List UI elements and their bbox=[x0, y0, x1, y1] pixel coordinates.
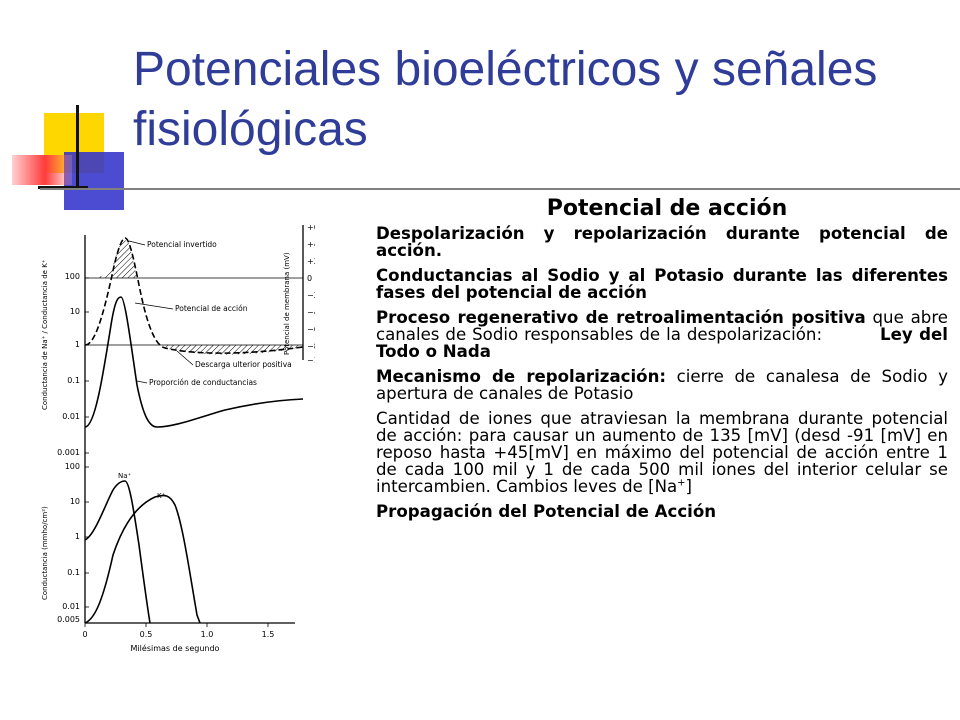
annotation-action-potential: Potencial de acción bbox=[175, 304, 248, 313]
paragraph-propagation: Propagación del Potencial de Acción bbox=[376, 502, 717, 521]
annotation-inverted-potential: Potencial invertido bbox=[147, 240, 217, 249]
lower-x-tick: 0.5 bbox=[140, 630, 153, 639]
paragraph-regenerative-process: Proceso regenerativo de retroalimentació… bbox=[376, 309, 948, 360]
paragraph-repolarization: Mecanismo de repolarización: cierre de c… bbox=[376, 368, 948, 402]
upper-left-tick: 0.001 bbox=[57, 448, 80, 457]
upper-left-tick: 100 bbox=[65, 272, 80, 281]
ion-quantity-end: ] bbox=[685, 477, 693, 496]
upper-right-tick: +40 bbox=[307, 240, 315, 249]
upper-right-tick: −60 bbox=[307, 325, 315, 334]
upper-right-tick: −100 bbox=[307, 356, 315, 365]
regenerative-process-text: que abre canales de Sodio responsables d… bbox=[376, 308, 948, 344]
paragraph-depolarization: Despolarización y repolarización durante… bbox=[376, 224, 948, 260]
afterdischarge-hatch bbox=[165, 345, 303, 355]
upper-right-tick: 0 bbox=[307, 274, 312, 283]
conductance-ratio-curve bbox=[84, 296, 304, 428]
upper-left-tick: 0.1 bbox=[67, 376, 80, 385]
upper-right-axis-label: Potencial de membrana (mV) bbox=[283, 252, 291, 355]
regenerative-process-term: Proceso regenerativo de retroalimentació… bbox=[376, 308, 866, 327]
lower-y-tick: 10 bbox=[70, 497, 80, 506]
content-text-block: Potencial de acción Despolarización y re… bbox=[376, 196, 948, 528]
sodium-superscript: + bbox=[677, 477, 686, 489]
sodium-series-label: Na⁺ bbox=[118, 472, 132, 480]
annotation-positive-afterdischarge: Descarga ulterior positiva bbox=[195, 360, 292, 369]
upper-right-tick: −20 bbox=[307, 291, 315, 300]
upper-left-tick: 10 bbox=[70, 307, 80, 316]
upper-left-tick: 0.01 bbox=[62, 412, 80, 421]
lower-x-axis-label: Milésimas de segundo bbox=[131, 643, 220, 653]
paragraph-ion-quantity: Cantidad de iones que atraviesan la memb… bbox=[376, 410, 948, 495]
lower-y-tick: 0.1 bbox=[67, 568, 80, 577]
lower-panel: 100 10 1 0.1 0.01 0.005 0 0.5 1.0 1.5 Mi… bbox=[41, 460, 295, 653]
deco-vertical-line bbox=[76, 105, 79, 188]
repolarization-term: Mecanismo de repolarización: bbox=[376, 367, 667, 386]
all-or-none-law: Ley del Todo o Nada bbox=[376, 325, 948, 361]
lower-x-tick: 1.0 bbox=[201, 630, 214, 639]
deco-horizontal-line bbox=[38, 186, 88, 189]
upper-right-tick: +20 bbox=[307, 257, 315, 266]
deco-red-square bbox=[12, 155, 72, 185]
paragraph-conductances: Conductancias al Sodio y al Potasio dura… bbox=[376, 266, 948, 302]
upper-left-tick: 1 bbox=[75, 340, 80, 349]
lower-x-tick: 0 bbox=[82, 630, 87, 639]
sodium-conductance-curve bbox=[84, 480, 151, 624]
lower-x-tick: 1.5 bbox=[262, 630, 275, 639]
slide-title: Potenciales bioeléctricos y señales fisi… bbox=[133, 43, 878, 156]
section-heading: Potencial de acción bbox=[546, 196, 788, 221]
deco-blue-square bbox=[64, 152, 124, 210]
upper-panel: 100 10 1 0.1 0.01 0.001 +60 +40 +20 0 −2… bbox=[41, 223, 315, 460]
action-potential-figure: 100 10 1 0.1 0.01 0.001 +60 +40 +20 0 −2… bbox=[41, 223, 315, 653]
lower-y-axis-label: Conductancia (mmho/cm²) bbox=[41, 506, 49, 600]
repolarization-text: cierre de canalesa de Sodio y apertura d… bbox=[376, 367, 949, 403]
lower-y-tick: 1 bbox=[75, 532, 80, 541]
annotation-conductance-ratio: Proporción de conductancias bbox=[149, 378, 257, 387]
title-rule bbox=[40, 188, 960, 190]
upper-right-tick: +60 bbox=[307, 223, 315, 232]
lower-y-tick: 0.005 bbox=[57, 615, 80, 624]
upper-right-tick: −80 bbox=[307, 342, 315, 351]
lower-y-tick: 100 bbox=[65, 462, 80, 471]
upper-left-axis-label: Conductancia de Na⁺ / Conductancia de K⁺ bbox=[41, 259, 49, 410]
upper-right-tick: −40 bbox=[307, 308, 315, 317]
lower-y-tick: 0.01 bbox=[62, 602, 80, 611]
ion-quantity-text: Cantidad de iones que atraviesan la memb… bbox=[376, 409, 948, 496]
potassium-conductance-curve bbox=[84, 494, 201, 624]
potassium-series-label: K⁺ bbox=[157, 492, 166, 500]
